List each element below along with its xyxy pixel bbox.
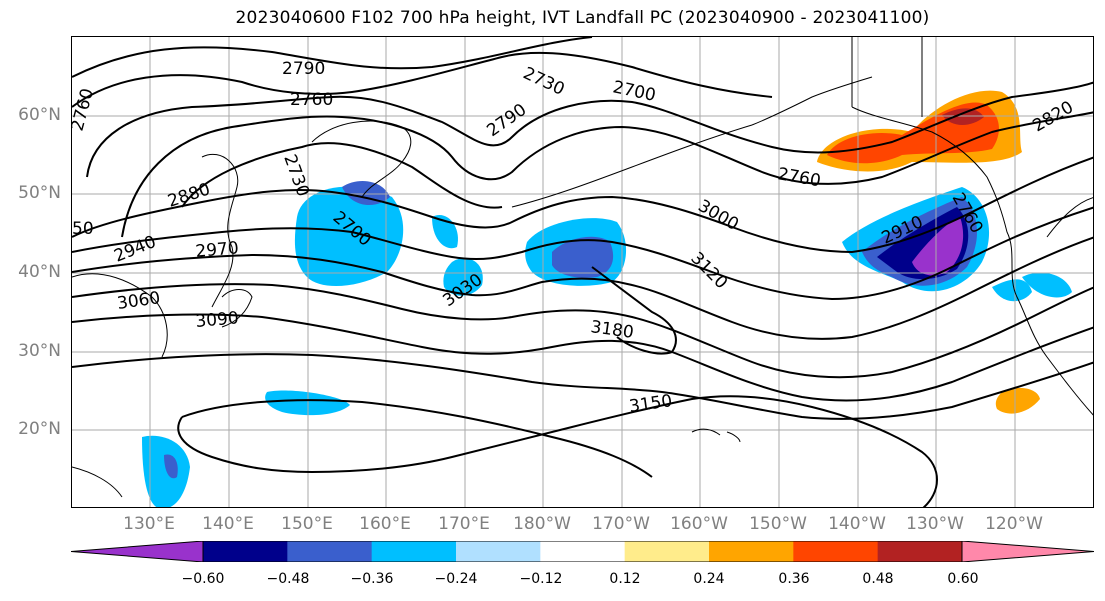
colorbar-segment	[624, 541, 710, 562]
lon-label-130w: 130°W	[906, 514, 964, 534]
ivt-colorbar	[71, 541, 1094, 562]
ivt-negative-coast-2	[1022, 272, 1072, 298]
contour-label: 3150	[628, 391, 674, 417]
lon-label-170w: 170°W	[592, 514, 650, 534]
map-canvas: 2790 2760 2730 2700 2820 2760 2760 2790 …	[72, 37, 1093, 507]
colorbar-segment	[709, 541, 794, 562]
ivt-negative-small-2	[443, 258, 483, 296]
lat-label-20n: 20°N	[18, 419, 61, 439]
colorbar-extend-low	[71, 541, 203, 562]
lon-label-120w: 120°W	[985, 514, 1043, 534]
coastlines	[72, 37, 1093, 498]
lon-label-140e: 140°E	[202, 514, 254, 534]
colorbar-segment	[877, 541, 963, 562]
contour-label: 3120	[686, 248, 731, 293]
colorbar-segment	[371, 541, 457, 562]
ivt-positive-baja	[995, 387, 1040, 414]
contour-label: 2760	[290, 90, 333, 110]
map-title: 2023040600 F102 700 hPa height, IVT Land…	[235, 8, 930, 28]
colorbar-segment	[540, 541, 626, 562]
contour-label: 2760	[776, 164, 822, 191]
ivt-negative-central-inner	[552, 236, 614, 278]
ivt-negative-ne-pacific-core	[912, 217, 964, 276]
lon-label-180w: 180°W	[513, 514, 571, 534]
colorbar-tick-label: 0.48	[862, 571, 894, 587]
colorbar-segment	[793, 541, 879, 562]
ivt-positive-max	[942, 108, 984, 125]
contour-label: 3000	[695, 196, 742, 235]
lon-label-140w: 140°W	[828, 514, 886, 534]
contour-label: 3090	[195, 308, 240, 332]
colorbar-tick-label: −0.60	[181, 571, 225, 587]
lon-label-150w: 150°W	[749, 514, 807, 534]
lon-label-160w: 160°W	[670, 514, 728, 534]
lat-label-40n: 40°N	[18, 262, 61, 282]
contour-label: 3180	[589, 317, 635, 343]
lon-label-170e: 170°E	[438, 514, 490, 534]
colorbar-tick-label: −0.24	[434, 571, 478, 587]
colorbar-extend-high	[962, 541, 1094, 562]
lon-label-160e: 160°E	[359, 514, 411, 534]
colorbar-tick-label: −0.36	[350, 571, 394, 587]
height-contours	[72, 37, 1093, 507]
colorbar-segment	[203, 541, 288, 562]
contour-label: 2820	[1030, 97, 1077, 136]
ivt-shading	[142, 90, 1072, 507]
colorbar-tick-label: 0.36	[778, 571, 810, 587]
lat-label-30n: 30°N	[18, 341, 61, 361]
contour-label: 2970	[195, 238, 240, 262]
contour-label: 50	[72, 219, 94, 239]
colorbar-tick-label: −0.48	[266, 571, 310, 587]
ivt-negative-japan-inner	[342, 181, 390, 206]
colorbar-tick-label: 0.12	[609, 571, 641, 587]
contour-label: 2880	[165, 179, 212, 211]
colorbar-outline	[71, 541, 1094, 562]
map-panel[interactable]: 2790 2760 2730 2700 2820 2760 2760 2790 …	[71, 36, 1094, 508]
lat-label-60n: 60°N	[18, 105, 61, 125]
contour-label: 3060	[116, 288, 162, 314]
contour-label: 2730	[520, 63, 568, 99]
ivt-negative-sw	[142, 435, 190, 507]
contour-label: 2790	[282, 59, 325, 79]
colorbar-segment	[456, 541, 541, 562]
contour-label: 2790	[483, 100, 530, 141]
colorbar-tick-label: 0.24	[693, 571, 725, 587]
contour-label: 2760	[72, 86, 98, 133]
lat-label-50n: 50°N	[18, 183, 61, 203]
lon-label-150e: 150°E	[281, 514, 333, 534]
colorbar-segment	[287, 541, 373, 562]
ivt-negative-coast-patch	[992, 279, 1032, 302]
ivt-negative-japan	[294, 186, 404, 287]
colorbar-tick-label: −0.12	[519, 571, 563, 587]
colorbar-tick-label: 0.60	[947, 571, 979, 587]
ivt-negative-sw-inner	[164, 454, 178, 479]
lon-label-130e: 130°E	[123, 514, 175, 534]
